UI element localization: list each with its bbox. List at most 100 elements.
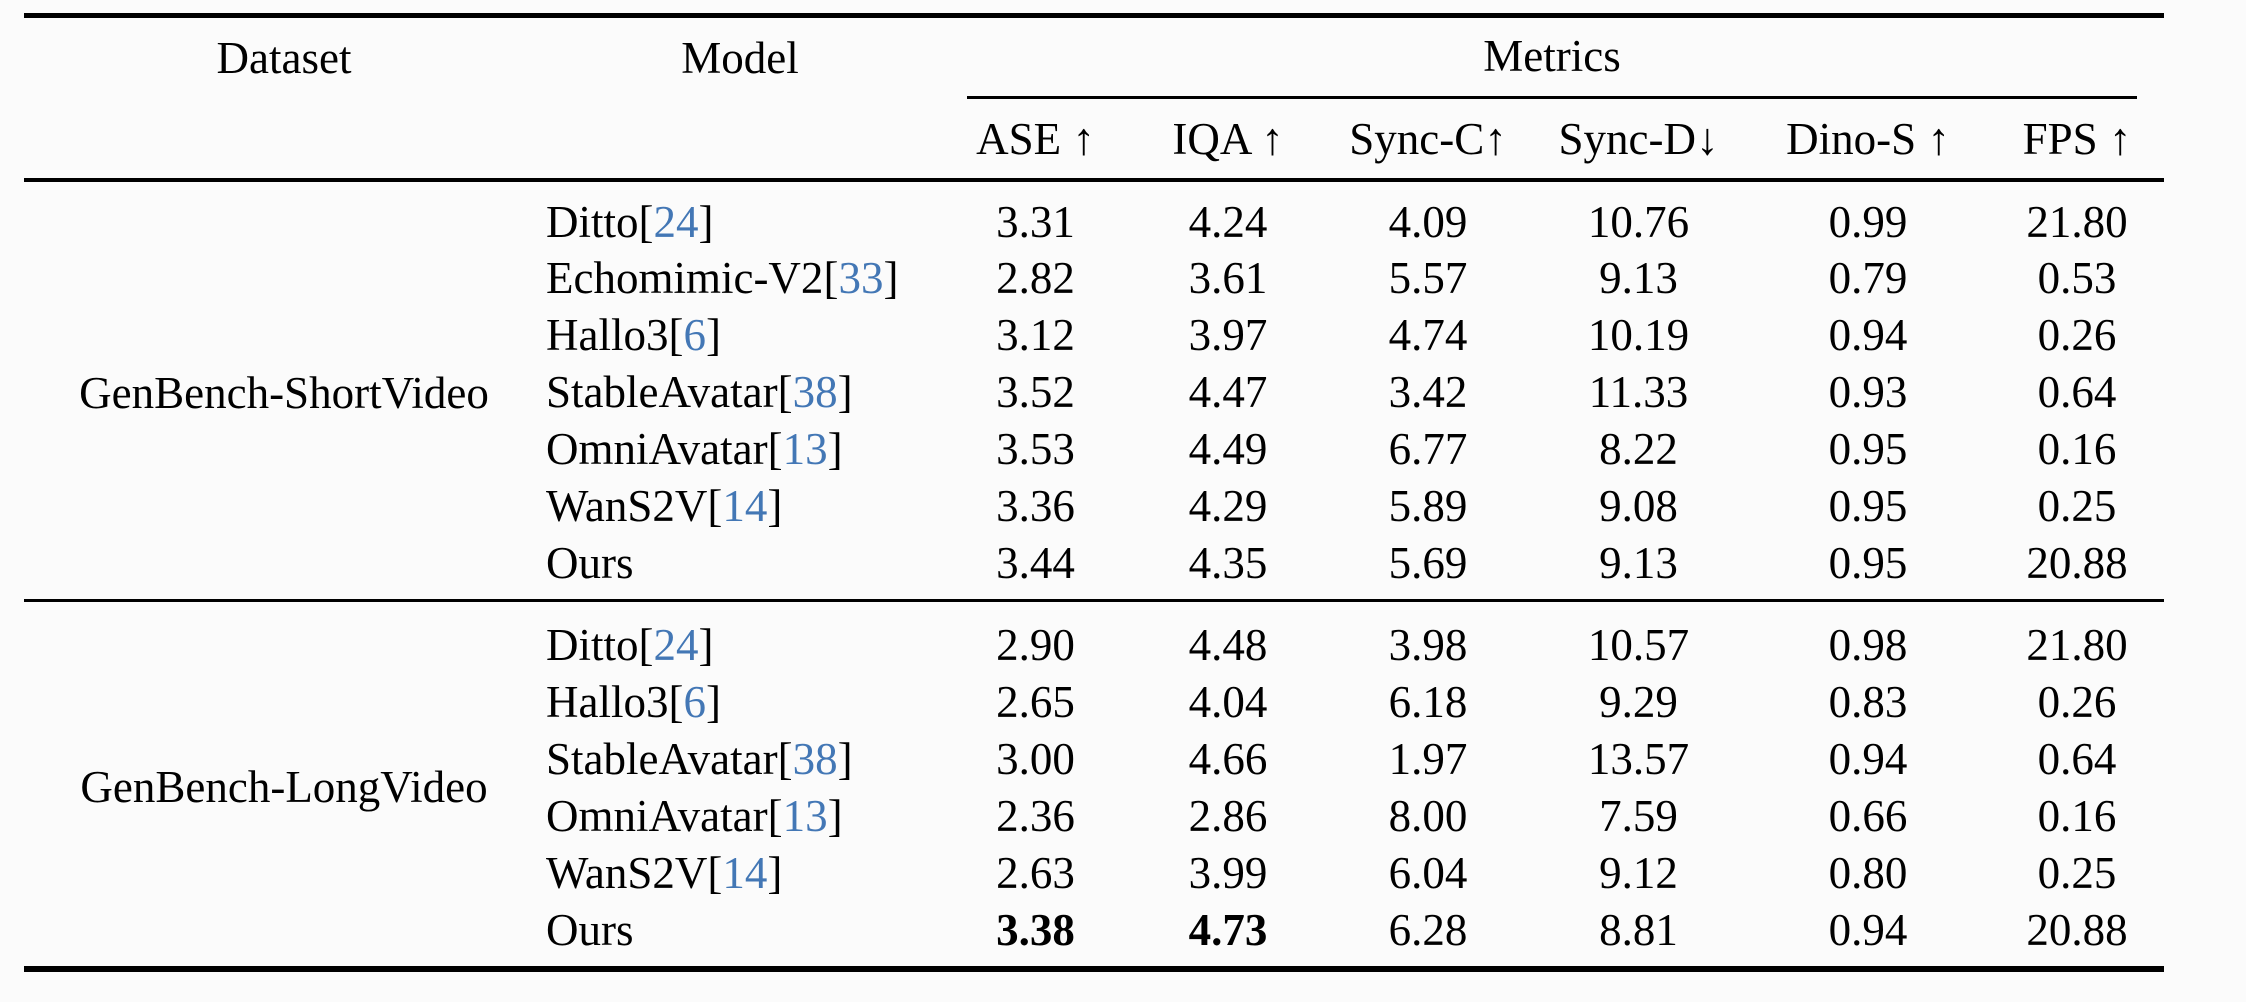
table-row: Hallo3[6] 2.65 4.04 6.18 9.29 0.83 0.26 xyxy=(28,674,2164,731)
citation-link[interactable]: 38 xyxy=(792,733,838,784)
dataset-label: GenBench-ShortVideo xyxy=(79,367,489,418)
metric-value-cell: 6.04 xyxy=(1388,847,1468,898)
metric-value-cell: 3.61 xyxy=(1188,252,1268,303)
metric-value-cell: 2.36 xyxy=(996,790,1075,841)
citation-link[interactable]: 33 xyxy=(838,252,884,303)
metric-value-cell: 20.88 xyxy=(2026,537,2128,588)
metric-value-cell: 3.12 xyxy=(996,309,1075,360)
model-name: Ditto xyxy=(546,196,639,247)
metric-value-cell: 21.80 xyxy=(2026,196,2128,247)
citation-link[interactable]: 6 xyxy=(683,309,706,360)
table-row: Ours 3.38 4.73 6.28 8.81 0.94 20.88 xyxy=(28,902,2164,959)
table-top-rule xyxy=(24,13,2164,18)
table-row: Ours 3.44 4.35 5.69 9.13 0.95 20.88 xyxy=(28,535,2164,592)
metric-value-cell: 2.82 xyxy=(996,252,1075,303)
model-name: StableAvatar xyxy=(546,733,778,784)
metric-value-cell: 4.48 xyxy=(1188,619,1268,670)
citation-link[interactable]: 38 xyxy=(792,366,838,417)
metric-value-cell: 0.95 xyxy=(1828,423,1908,474)
model-name: Hallo3 xyxy=(546,676,669,727)
metric-value-cell: 9.13 xyxy=(1599,537,1678,588)
metric-value-cell: 0.53 xyxy=(2037,252,2117,303)
metric-value-cell: 0.79 xyxy=(1828,252,1908,303)
citation-link[interactable]: 13 xyxy=(782,423,828,474)
model-name-cell: Hallo3[6] xyxy=(546,309,721,360)
model-name-cell: Ditto[24] xyxy=(546,196,714,247)
metric-value-cell: 8.81 xyxy=(1599,904,1678,955)
metric-value-cell: 0.95 xyxy=(1828,537,1908,588)
citation-link[interactable]: 6 xyxy=(683,676,706,727)
metric-value-cell: 3.38 xyxy=(996,904,1075,955)
metric-value-cell: 0.16 xyxy=(2037,790,2117,841)
metric-value-cell: 6.18 xyxy=(1388,676,1468,727)
col-header-sync-c: Sync-C↑ xyxy=(1349,114,1507,165)
metric-value-cell: 3.53 xyxy=(996,423,1075,474)
table-row: Echomimic-V2[33] 2.82 3.61 5.57 9.13 0.79 0.53 xyxy=(28,250,2164,307)
col-header-ase: ASE ↑ xyxy=(976,114,1095,165)
model-name: WanS2V xyxy=(546,847,708,898)
metric-value-cell: 3.52 xyxy=(996,366,1075,417)
dataset-label: GenBench-LongVideo xyxy=(80,762,488,813)
metric-value-cell: 9.13 xyxy=(1599,252,1678,303)
metric-value-cell: 4.04 xyxy=(1188,676,1268,727)
metric-value-cell: 0.80 xyxy=(1828,847,1908,898)
citation-link[interactable]: 13 xyxy=(782,790,828,841)
col-header-iqa: IQA ↑ xyxy=(1172,114,1284,165)
metric-value-cell: 0.94 xyxy=(1828,733,1908,784)
metric-value-cell: 2.90 xyxy=(996,619,1075,670)
table-row: GenBench-LongVideo Ditto[24] 2.90 4.48 3.98 1… xyxy=(28,592,2164,812)
metric-value-cell: 4.74 xyxy=(1388,309,1468,360)
metric-value-cell: 0.26 xyxy=(2037,309,2117,360)
metric-value-cell: 3.00 xyxy=(996,733,1075,784)
metric-value-cell: 5.89 xyxy=(1388,480,1468,531)
dataset-column-header: Dataset xyxy=(216,32,352,83)
metric-value-cell: 7.59 xyxy=(1599,790,1678,841)
metric-value-cell: 4.49 xyxy=(1188,423,1268,474)
citation-link[interactable]: 14 xyxy=(722,480,768,531)
col-header-sync-d: Sync-D↓ xyxy=(1558,114,1719,165)
model-name: StableAvatar xyxy=(546,366,778,417)
table-row: StableAvatar[38] 3.00 4.66 1.97 13.57 0.94 0.6… xyxy=(28,731,2164,788)
citation-link[interactable]: 24 xyxy=(653,619,699,670)
metrics-underline-rule xyxy=(967,96,2138,99)
metric-value-cell: 0.64 xyxy=(2037,733,2117,784)
metric-value-cell: 0.64 xyxy=(2037,366,2117,417)
metric-value-cell: 3.36 xyxy=(996,480,1075,531)
metrics-group-header: Metrics xyxy=(940,18,2164,99)
metric-value-cell: 6.28 xyxy=(1388,904,1468,955)
model-name-cell: WanS2V[14] xyxy=(546,847,783,898)
metric-value-cell: 0.94 xyxy=(1828,309,1908,360)
model-name: WanS2V xyxy=(546,480,708,531)
metric-value-cell: 11.33 xyxy=(1588,366,1689,417)
metric-value-cell: 2.65 xyxy=(996,676,1075,727)
model-name-cell: StableAvatar[38] xyxy=(546,366,853,417)
citation-link[interactable]: 14 xyxy=(722,847,768,898)
model-name-cell: OmniAvatar[13] xyxy=(546,423,843,474)
metric-value-cell: 9.12 xyxy=(1599,847,1678,898)
table-row: OmniAvatar[13] 3.53 4.49 6.77 8.22 0.95 0.16 xyxy=(28,421,2164,478)
metric-value-cell: 4.24 xyxy=(1188,196,1268,247)
table-row: OmniAvatar[13] 2.36 2.86 8.00 7.59 0.66 0.16 xyxy=(28,788,2164,845)
model-column-header: Model xyxy=(681,32,799,83)
metric-value-cell: 8.22 xyxy=(1599,423,1678,474)
metric-value-cell: 5.69 xyxy=(1388,537,1468,588)
model-name-cell: OmniAvatar[13] xyxy=(546,790,843,841)
metric-value-cell: 0.94 xyxy=(1828,904,1908,955)
metric-value-cell: 10.57 xyxy=(1587,619,1690,670)
metric-value-cell: 0.26 xyxy=(2037,676,2117,727)
table-row: StableAvatar[38] 3.52 4.47 3.42 11.33 0.93 0.6… xyxy=(28,364,2164,421)
metric-value-cell: 4.35 xyxy=(1188,537,1268,588)
model-name-cell: WanS2V[14] xyxy=(546,480,783,531)
col-header-fps: FPS ↑ xyxy=(2022,114,2132,165)
metric-value-cell: 3.31 xyxy=(996,196,1075,247)
metric-value-cell: 13.57 xyxy=(1587,733,1690,784)
empty-header-cell xyxy=(28,99,540,181)
metric-value-cell: 3.98 xyxy=(1388,619,1468,670)
citation-link[interactable]: 24 xyxy=(653,196,699,247)
table-header: Dataset Model Metrics ASE ↑ IQA ↑ Sync-C… xyxy=(28,18,2164,181)
model-name-cell: Hallo3[6] xyxy=(546,676,721,727)
metric-value-cell: 3.42 xyxy=(1388,366,1468,417)
metric-value-cell: 0.66 xyxy=(1828,790,1908,841)
table-bottom-rule xyxy=(24,966,2164,972)
